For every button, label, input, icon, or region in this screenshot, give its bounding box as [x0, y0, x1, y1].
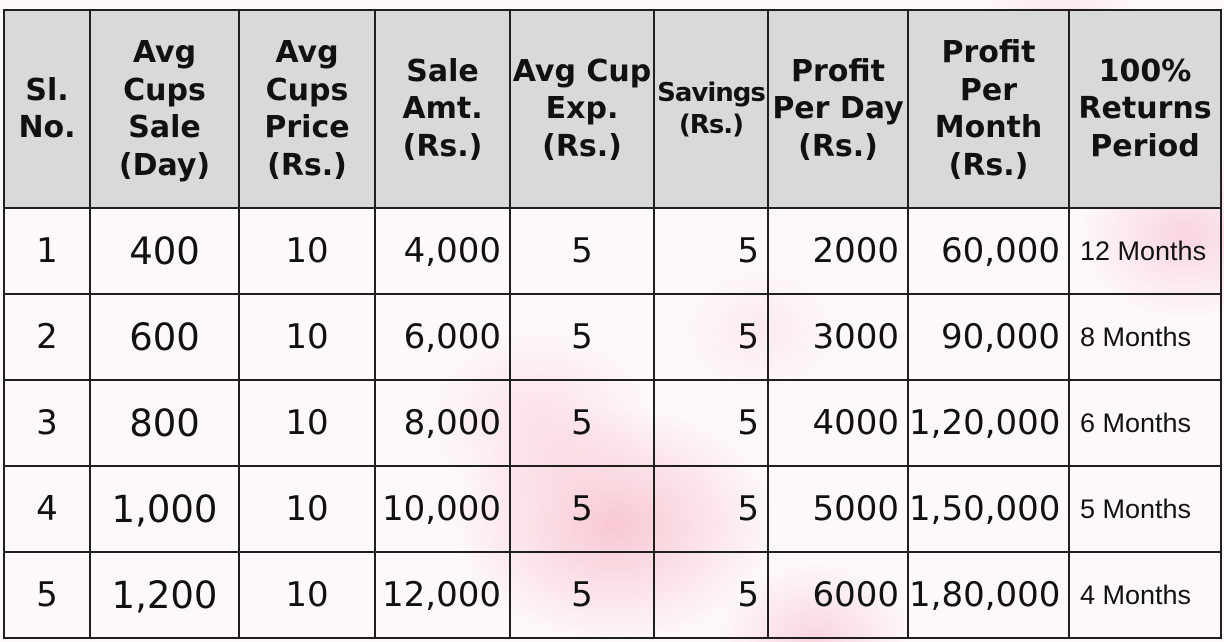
table-row: 3 800 10 8,000 5 5 4000 1,20,000 6 Month…	[3, 379, 1222, 467]
cell-profit-per-day: 2000	[767, 207, 909, 295]
table-row: 1 400 10 4,000 5 5 2000 60,000 12 Months	[3, 207, 1222, 295]
cell-profit-per-month: 1,80,000	[907, 551, 1070, 639]
cell-returns-period: 6 Months	[1068, 379, 1222, 467]
table-header: Sl. No. Avg Cups Sale (Day) Avg Cups Pri…	[3, 9, 1222, 209]
table-body: 1 400 10 4,000 5 5 2000 60,000 12 Months…	[3, 207, 1222, 639]
cell-avg-cups-price: 10	[238, 465, 376, 553]
cell-profit-per-month: 60,000	[907, 207, 1070, 295]
cell-avg-cups-sale: 600	[89, 293, 240, 381]
cell-avg-cups-sale: 1,200	[89, 551, 240, 639]
cell-sale-amt: 12,000	[374, 551, 511, 639]
cell-savings: 5	[653, 293, 769, 381]
cell-profit-per-month: 1,50,000	[907, 465, 1070, 553]
cell-avg-cups-sale: 800	[89, 379, 240, 467]
cell-returns-period: 5 Months	[1068, 465, 1222, 553]
cell-avg-cups-sale: 1,000	[89, 465, 240, 553]
cell-avg-cups-price: 10	[238, 207, 376, 295]
cell-sale-amt: 4,000	[374, 207, 511, 295]
header-row: Sl. No. Avg Cups Sale (Day) Avg Cups Pri…	[3, 9, 1222, 209]
cell-avg-cup-exp: 5	[509, 293, 655, 381]
table-row: 2 600 10 6,000 5 5 3000 90,000 8 Months	[3, 293, 1222, 381]
table-row: 5 1,200 10 12,000 5 5 6000 1,80,000 4 Mo…	[3, 551, 1222, 639]
cell-sl-no: 3	[3, 379, 91, 467]
header-profit-per-day: Profit Per Day (Rs.)	[767, 9, 909, 209]
cell-savings: 5	[653, 465, 769, 553]
cell-avg-cups-price: 10	[238, 551, 376, 639]
cell-profit-per-day: 3000	[767, 293, 909, 381]
header-savings: Savings (Rs.)	[653, 9, 769, 209]
cell-sale-amt: 6,000	[374, 293, 511, 381]
header-avg-cups-price: Avg Cups Price (Rs.)	[238, 9, 376, 209]
cell-profit-per-month: 1,20,000	[907, 379, 1070, 467]
cell-savings: 5	[653, 379, 769, 467]
cell-sale-amt: 8,000	[374, 379, 511, 467]
cell-sl-no: 1	[3, 207, 91, 295]
cell-avg-cups-sale: 400	[89, 207, 240, 295]
header-avg-cups-sale: Avg Cups Sale (Day)	[89, 9, 240, 209]
header-returns-period: 100% Returns Period	[1068, 9, 1222, 209]
header-sl-no: Sl. No.	[3, 9, 91, 209]
cell-avg-cup-exp: 5	[509, 207, 655, 295]
cell-profit-per-day: 4000	[767, 379, 909, 467]
cell-avg-cup-exp: 5	[509, 551, 655, 639]
cell-sl-no: 5	[3, 551, 91, 639]
cell-avg-cup-exp: 5	[509, 379, 655, 467]
cell-savings: 5	[653, 551, 769, 639]
header-profit-per-month: Profit Per Month (Rs.)	[907, 9, 1070, 209]
cell-sl-no: 2	[3, 293, 91, 381]
returns-table: Sl. No. Avg Cups Sale (Day) Avg Cups Pri…	[3, 9, 1222, 639]
cell-profit-per-day: 5000	[767, 465, 909, 553]
header-sale-amt: Sale Amt. (Rs.)	[374, 9, 511, 209]
returns-table-container: Sl. No. Avg Cups Sale (Day) Avg Cups Pri…	[3, 9, 1222, 639]
cell-avg-cup-exp: 5	[509, 465, 655, 553]
cell-sale-amt: 10,000	[374, 465, 511, 553]
cell-savings: 5	[653, 207, 769, 295]
cell-returns-period: 8 Months	[1068, 293, 1222, 381]
header-avg-cup-exp: Avg Cup Exp. (Rs.)	[509, 9, 655, 209]
cell-returns-period: 4 Months	[1068, 551, 1222, 639]
cell-returns-period: 12 Months	[1068, 207, 1222, 295]
cell-avg-cups-price: 10	[238, 379, 376, 467]
cell-profit-per-month: 90,000	[907, 293, 1070, 381]
cell-avg-cups-price: 10	[238, 293, 376, 381]
cell-profit-per-day: 6000	[767, 551, 909, 639]
cell-sl-no: 4	[3, 465, 91, 553]
table-row: 4 1,000 10 10,000 5 5 5000 1,50,000 5 Mo…	[3, 465, 1222, 553]
